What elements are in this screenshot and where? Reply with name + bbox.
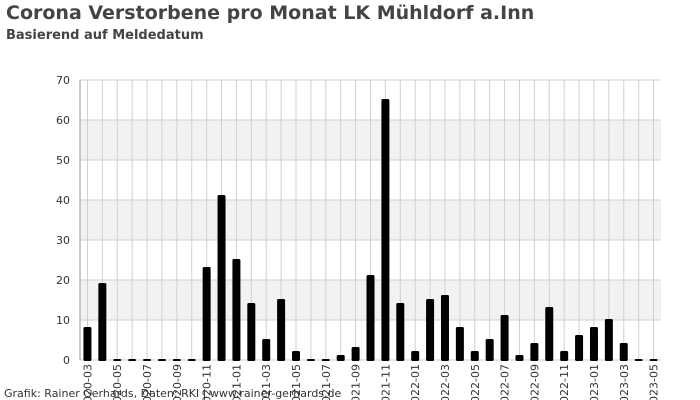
bar [232,259,241,361]
y-tick-label: 30 [56,234,70,247]
bar [336,355,345,361]
x-tick-label: 2022-11 [558,364,571,400]
x-tick-label: 2022-05 [469,364,482,400]
y-tick-label: 60 [56,114,70,127]
x-tick-label: 2021-09 [350,364,363,400]
chart-subtitle: Basierend auf Meldedatum [6,28,204,43]
bar [455,327,464,361]
bar [440,295,449,361]
bar [351,347,360,361]
x-tick-label: 2023-03 [618,364,631,400]
y-tick-label: 50 [56,154,70,167]
bar [247,303,256,361]
chart-title: Corona Verstorbene pro Monat LK Mühldorf… [6,2,534,24]
bar [545,307,554,361]
x-tick-label: 2021-01 [230,364,243,400]
x-tick-label: 2021-07 [320,364,333,400]
x-tick-label: 2020-07 [141,364,154,400]
x-tick-label: 2020-09 [171,364,184,400]
bar [262,339,271,361]
bar [500,315,509,361]
bar [113,359,122,361]
y-tick-label: 40 [56,194,70,207]
bar [575,335,584,361]
source-note: Grafik: Rainer Gerhards, Daten: RKI | ww… [4,387,342,400]
x-tick-label: 2021-11 [379,364,392,400]
bar [396,303,405,361]
y-tick-label: 70 [56,74,70,87]
x-tick-label: 2022-03 [439,364,452,400]
bar [172,359,181,361]
x-tick-label: 2020-11 [201,364,214,400]
bar [619,343,628,361]
x-tick-label: 2023-01 [588,364,601,400]
bar [143,359,152,361]
x-tick-label: 2023-05 [648,364,661,400]
x-tick-label: 2022-09 [528,364,541,400]
bar [157,359,166,361]
bar [589,327,598,361]
x-tick-label: 2022-01 [409,364,422,400]
bar [292,351,301,361]
y-tick-label: 10 [56,314,70,327]
bar [470,351,479,361]
bar [187,359,196,361]
bar [634,359,643,361]
bar [381,99,390,361]
bar [98,283,107,361]
bar [321,359,330,361]
x-tick-label: 2021-03 [260,364,273,400]
bar [217,195,226,361]
bar [411,351,420,361]
bar [649,359,658,361]
bar [306,359,315,361]
x-tick-label: 2021-05 [290,364,303,400]
bar [277,299,286,361]
x-tick-label: 2020-03 [81,364,94,400]
bar [426,299,435,361]
bar [530,343,539,361]
bar [560,351,569,361]
y-tick-label: 20 [56,274,70,287]
bar [485,339,494,361]
bar [83,327,92,361]
bar [202,267,211,361]
bar [366,275,375,361]
y-tick-label: 0 [63,354,70,367]
bar [515,355,524,361]
x-tick-label: 2020-05 [111,364,124,400]
bar [604,319,613,361]
x-tick-label: 2022-07 [499,364,512,400]
bar [128,359,137,361]
